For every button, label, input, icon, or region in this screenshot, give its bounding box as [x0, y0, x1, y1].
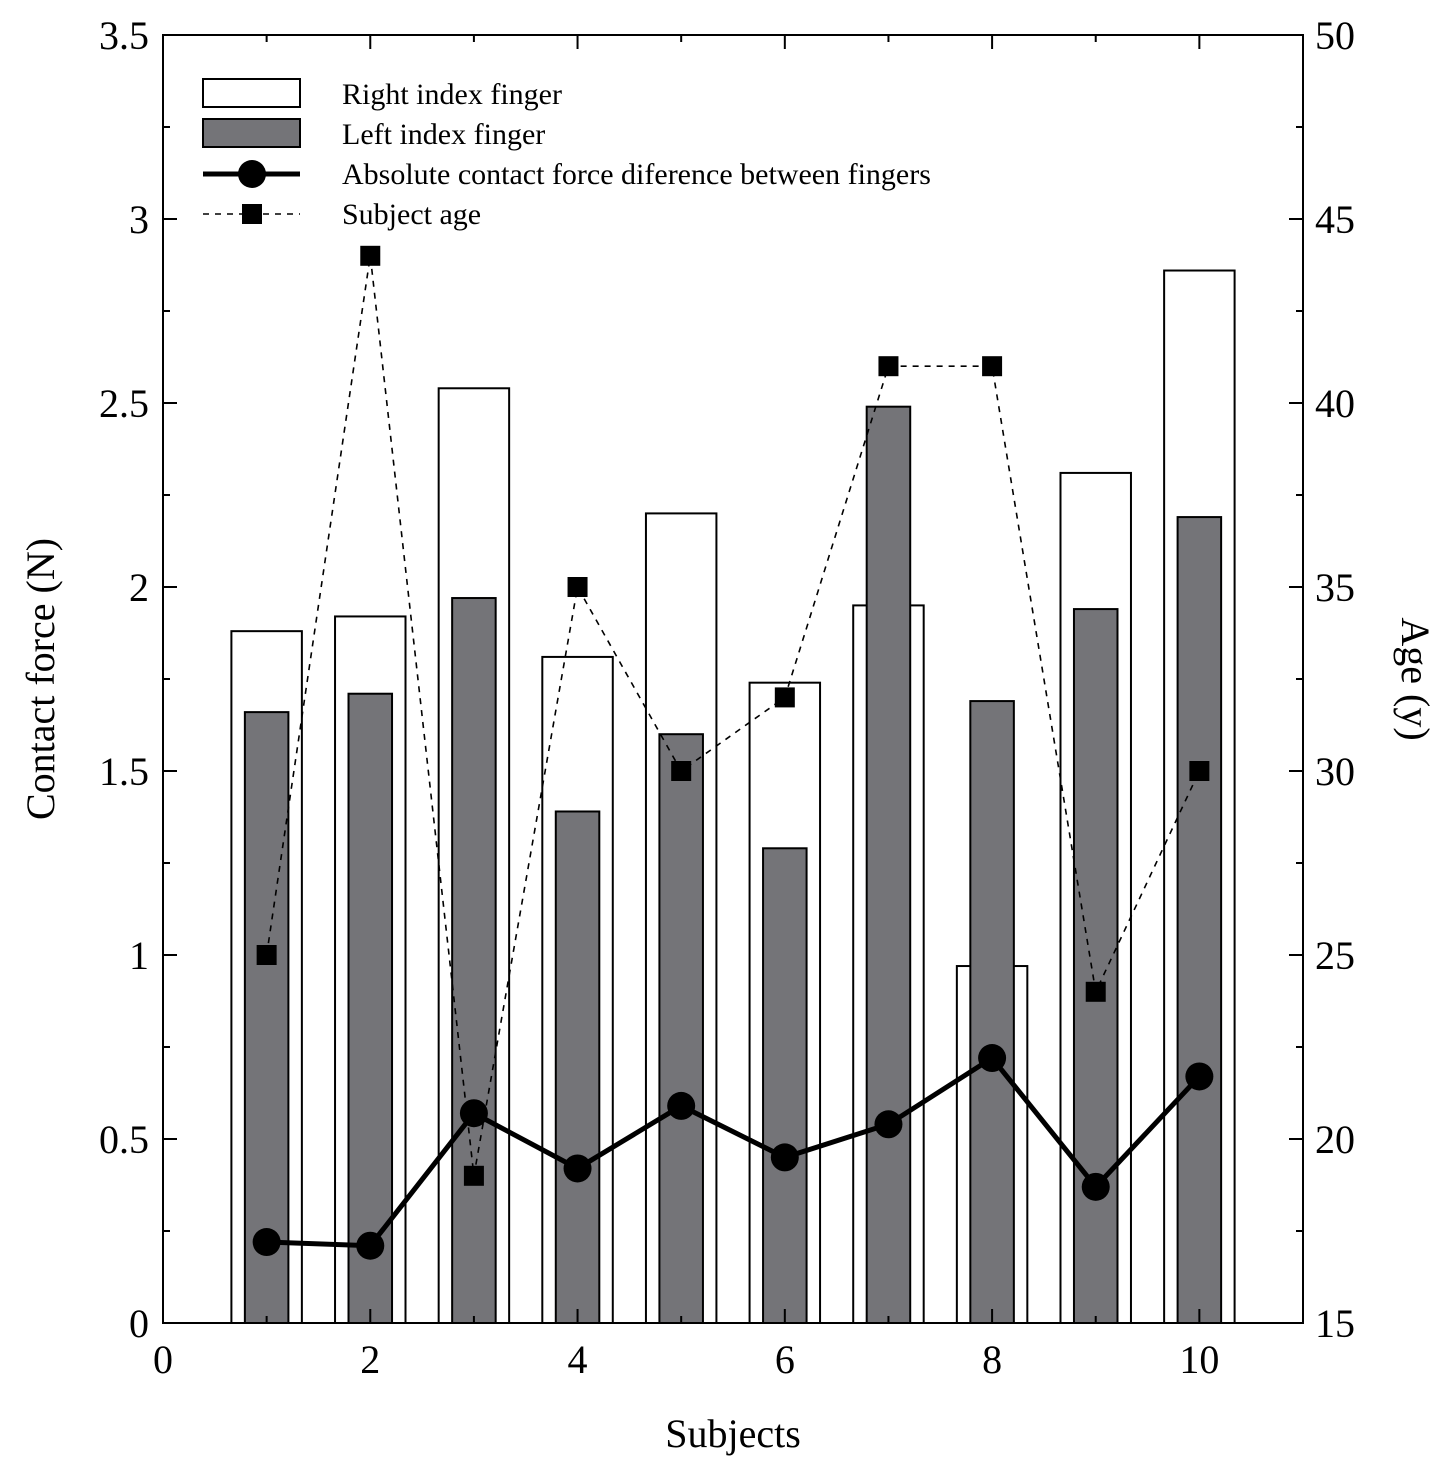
- left-finger-bar-9: [1072, 608, 1119, 1324]
- left-finger-bar-3: [451, 597, 497, 1324]
- legend-label: Subject age: [342, 198, 481, 231]
- legend: Right index finger Left index finger Absol…: [202, 78, 931, 231]
- difference-point-10: [1185, 1062, 1214, 1091]
- y-tick-label: 3.5: [99, 13, 149, 58]
- x-tick-label: 8: [982, 1337, 1002, 1382]
- difference-point-7: [874, 1110, 903, 1139]
- left-finger-bars: [243, 405, 1223, 1325]
- difference-line: [266, 1054, 1202, 1249]
- tick-labels: 0 2 4 6 8 10 0 0.5 1 1.5 2 2.5 3 3.5 15 20 25 30 35 40 45 50: [99, 13, 1355, 1382]
- y2-axis-title: Age (y): [1393, 617, 1438, 740]
- y2-tick-label: 45: [1315, 197, 1355, 242]
- age-point-5: [671, 761, 692, 781]
- y-axis-title: Contact force (N): [18, 538, 63, 820]
- left-finger-bar-4: [554, 810, 601, 1324]
- y-tick-label: 0.5: [99, 1117, 149, 1162]
- age-point-10: [1189, 761, 1210, 781]
- age-point-9: [1085, 981, 1106, 1002]
- axis-titles: Subjects Contact force (N) Age (y): [18, 538, 1438, 1456]
- age-point-1: [256, 945, 277, 965]
- y-tick-label: 2.5: [99, 381, 149, 426]
- age-point-8: [982, 356, 1003, 377]
- y-tick-label: 3: [129, 197, 149, 242]
- difference-point-1: [252, 1228, 281, 1257]
- age-point-6: [774, 687, 795, 708]
- left-finger-bar-6: [762, 847, 808, 1325]
- age-point-2: [360, 245, 381, 266]
- age-series: [256, 245, 1210, 1186]
- difference-point-6: [770, 1143, 799, 1172]
- difference-point-2: [356, 1231, 385, 1260]
- legend-swatch-age-marker: [242, 204, 262, 224]
- left-finger-bar-10: [1176, 516, 1223, 1324]
- y-tick-label: 1.5: [99, 749, 149, 794]
- legend-swatch-left: [202, 118, 301, 148]
- y2-tick-label: 40: [1315, 381, 1355, 426]
- y2-tick-label: 50: [1315, 13, 1355, 58]
- x-tick-label: 10: [1179, 1337, 1219, 1382]
- y2-tick-label: 15: [1315, 1301, 1355, 1346]
- left-finger-bar-2: [347, 692, 394, 1324]
- difference-point-5: [667, 1091, 696, 1120]
- difference-point-8: [978, 1044, 1007, 1073]
- y2-tick-label: 25: [1315, 933, 1355, 978]
- age-point-7: [878, 356, 899, 377]
- x-tick-label: 2: [360, 1337, 380, 1382]
- y2-tick-label: 35: [1315, 565, 1355, 610]
- difference-point-9: [1081, 1172, 1110, 1201]
- y2-tick-label: 20: [1315, 1117, 1355, 1162]
- y-tick-label: 0: [129, 1301, 149, 1346]
- left-finger-bar-5: [658, 733, 704, 1324]
- x-tick-label: 0: [153, 1337, 173, 1382]
- age-point-4: [567, 577, 588, 597]
- left-finger-bar-8: [969, 700, 1015, 1324]
- x-tick-label: 4: [568, 1337, 588, 1382]
- x-axis-title: Subjects: [665, 1411, 801, 1456]
- legend-swatch-right: [202, 78, 301, 108]
- axis-ticks: [162, 34, 1304, 1324]
- difference-point-4: [563, 1154, 592, 1183]
- y2-tick-label: 30: [1315, 749, 1355, 794]
- force-difference-series: [252, 1044, 1214, 1260]
- legend-label: Absolute contact force diference between…: [342, 158, 931, 191]
- x-tick-label: 6: [775, 1337, 795, 1382]
- legend-label: Left index finger: [342, 118, 545, 151]
- left-finger-bar-1: [243, 711, 290, 1324]
- legend-swatch-difference-marker: [238, 160, 266, 188]
- y-tick-label: 2: [129, 565, 149, 610]
- left-finger-bar-7: [865, 405, 912, 1324]
- legend-label: Right index finger: [342, 78, 562, 111]
- difference-point-3: [459, 1099, 488, 1128]
- y-tick-label: 1: [129, 933, 149, 978]
- age-point-3: [463, 1165, 484, 1186]
- age-line: [265, 255, 1201, 1176]
